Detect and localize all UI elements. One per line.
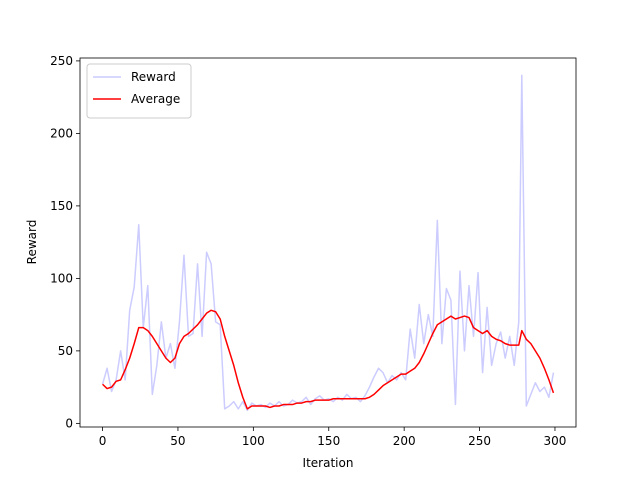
x-tick-label: 250 (468, 434, 491, 448)
legend-label: Average (131, 92, 180, 106)
y-axis-label: Reward (25, 220, 39, 265)
x-tick-label: 0 (99, 434, 107, 448)
x-tick-label: 150 (317, 434, 340, 448)
series-line (101, 74, 555, 412)
y-tick-label: 0 (65, 416, 73, 430)
legend-label: Reward (131, 70, 176, 84)
y-tick-label: 250 (50, 54, 73, 68)
x-tick-label: 300 (544, 434, 567, 448)
y-tick-label: 200 (50, 126, 73, 140)
x-axis-label: Iteration (303, 456, 354, 470)
x-tick-label: 100 (242, 434, 265, 448)
y-tick-label: 150 (50, 199, 73, 213)
x-tick-label: 50 (170, 434, 185, 448)
plot-frame (79, 57, 577, 428)
y-tick-label: 100 (50, 271, 73, 285)
x-tick-label: 200 (393, 434, 416, 448)
series-line (102, 309, 555, 410)
y-tick-label: 50 (58, 344, 73, 358)
